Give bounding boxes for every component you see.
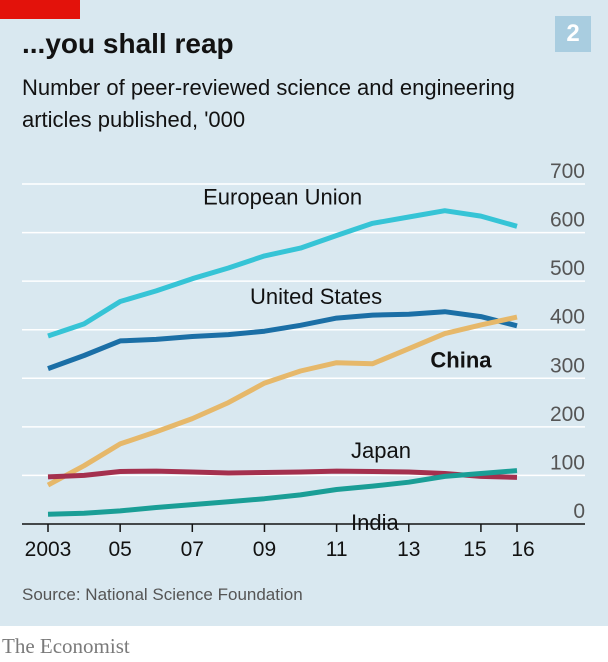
x-tick-label-2011: 11 bbox=[326, 538, 348, 561]
y-tick-label-500: 500 bbox=[550, 257, 585, 280]
series-line-japan bbox=[47, 468, 518, 480]
x-tick-label-2007: 07 bbox=[181, 538, 204, 561]
series-label-india: India bbox=[351, 510, 399, 535]
series-label-european-union: European Union bbox=[203, 184, 362, 209]
red-tag bbox=[0, 0, 80, 19]
chart-number-badge: 2 bbox=[555, 16, 591, 52]
series-line-india bbox=[47, 468, 518, 517]
x-tick-label-2003: 2003 bbox=[25, 538, 72, 561]
y-tick-label-100: 100 bbox=[550, 451, 585, 474]
y-tick-label-700: 700 bbox=[550, 160, 585, 183]
line-chart: 0 100 200 300 400 500 600 700 2003 05 07 09 11 13 15 1… bbox=[22, 160, 585, 561]
series-label-united-states: United States bbox=[250, 284, 382, 309]
x-tick-label-2015: 15 bbox=[463, 538, 486, 561]
series-lines bbox=[46, 208, 518, 517]
x-tick-label-2005: 05 bbox=[108, 538, 131, 561]
y-axis-labels: 0 100 200 300 400 500 600 700 bbox=[550, 160, 585, 523]
x-tick-label-2009: 09 bbox=[253, 538, 276, 561]
y-tick-label-600: 600 bbox=[550, 209, 585, 232]
series-line-european-union bbox=[47, 208, 518, 339]
chart-headline: ...you shall reap bbox=[22, 28, 234, 59]
y-tick-label-0: 0 bbox=[573, 500, 585, 523]
y-tick-label-200: 200 bbox=[550, 403, 585, 426]
y-tick-label-400: 400 bbox=[550, 306, 585, 329]
series-labels: European Union United States China Japan Ind… bbox=[203, 184, 492, 534]
publisher-brand: The Economist bbox=[2, 634, 130, 658]
series-label-china: China bbox=[430, 348, 492, 373]
gridlines bbox=[22, 183, 585, 477]
chart-subtitle: Number of peer-reviewed science and engi… bbox=[22, 75, 515, 132]
x-tick-label-2016: 16 bbox=[511, 538, 534, 561]
source-note: Source: National Science Foundation bbox=[22, 585, 303, 604]
y-tick-label-300: 300 bbox=[550, 354, 585, 377]
series-line-united-states bbox=[47, 309, 518, 371]
x-axis: 2003 05 07 09 11 13 15 16 bbox=[22, 523, 585, 561]
x-tick-label-2013: 13 bbox=[397, 538, 420, 561]
series-label-japan: Japan bbox=[351, 438, 411, 463]
series-line-china bbox=[46, 314, 518, 488]
